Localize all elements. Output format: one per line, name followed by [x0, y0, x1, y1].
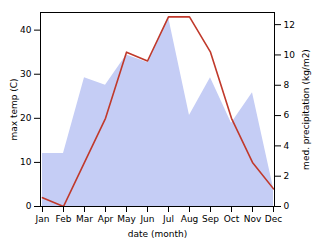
- svg-text:20: 20: [20, 113, 32, 123]
- svg-text:date (month): date (month): [128, 229, 187, 239]
- svg-text:30: 30: [20, 69, 32, 79]
- svg-text:med. precipitation (kg/m2): med. precipitation (kg/m2): [301, 49, 311, 170]
- svg-text:2: 2: [284, 171, 290, 181]
- svg-text:Nov: Nov: [244, 214, 262, 224]
- svg-text:4: 4: [284, 141, 290, 151]
- svg-text:Dec: Dec: [265, 214, 282, 224]
- svg-text:8: 8: [284, 80, 290, 90]
- svg-text:Mar: Mar: [76, 214, 93, 224]
- svg-text:Aug: Aug: [181, 214, 199, 224]
- svg-text:Jul: Jul: [162, 214, 174, 224]
- svg-text:Sep: Sep: [202, 214, 219, 224]
- svg-text:Apr: Apr: [98, 214, 114, 224]
- svg-text:Jan: Jan: [35, 214, 50, 224]
- svg-text:40: 40: [20, 25, 32, 35]
- svg-text:Jun: Jun: [139, 214, 154, 224]
- svg-text:Feb: Feb: [56, 214, 72, 224]
- svg-text:12: 12: [284, 20, 295, 30]
- svg-text:6: 6: [284, 110, 290, 120]
- svg-text:Oct: Oct: [224, 214, 240, 224]
- svg-text:10: 10: [20, 157, 32, 167]
- svg-text:max temp (C): max temp (C): [9, 78, 19, 140]
- svg-text:0: 0: [284, 201, 290, 211]
- svg-text:May: May: [117, 214, 136, 224]
- svg-text:10: 10: [284, 50, 296, 60]
- svg-text:0: 0: [26, 201, 32, 211]
